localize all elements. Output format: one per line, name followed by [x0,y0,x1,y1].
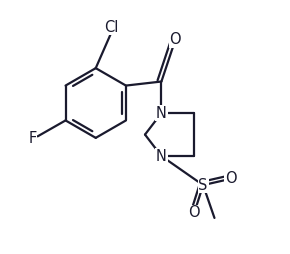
Text: O: O [169,32,181,47]
Text: O: O [225,171,237,186]
Text: N: N [156,149,167,164]
Text: F: F [28,131,37,146]
Text: Cl: Cl [104,20,118,35]
Text: O: O [188,205,200,220]
Text: S: S [198,178,208,193]
Text: N: N [156,106,167,121]
